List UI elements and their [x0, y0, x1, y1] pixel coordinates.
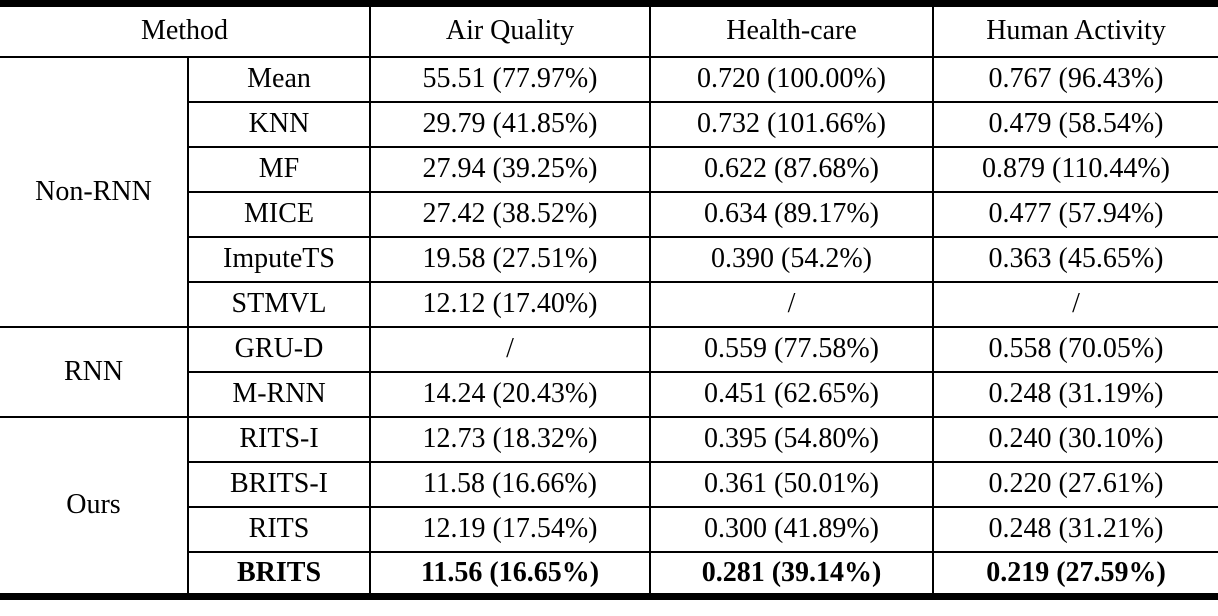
method-cell: Mean	[186, 55, 372, 102]
results-table: Method Air Quality Health-care Human Act…	[0, 0, 1218, 600]
human-activity-cell: /	[932, 280, 1218, 327]
health-care-cell: 0.451 (62.65%)	[649, 370, 934, 417]
human-activity-cell: 0.879 (110.44%)	[932, 145, 1218, 192]
air-quality-cell: 11.56 (16.65%)	[369, 550, 651, 597]
health-care-cell: 0.622 (87.68%)	[649, 145, 934, 192]
air-quality-cell: /	[369, 325, 651, 372]
air-quality-cell: 12.73 (18.32%)	[369, 415, 651, 462]
table-row-mice: MICE 27.42 (38.52%) 0.634 (89.17%) 0.477…	[0, 190, 1218, 237]
human-activity-cell: 0.767 (96.43%)	[932, 55, 1218, 102]
method-cell: BRITS	[186, 550, 372, 597]
human-activity-cell: 0.248 (31.21%)	[932, 505, 1218, 552]
human-activity-cell: 0.220 (27.61%)	[932, 460, 1218, 507]
table-row-brits-best: BRITS 11.56 (16.65%) 0.281 (39.14%) 0.21…	[0, 550, 1218, 597]
table-row-brits-i: BRITS-I 11.58 (16.66%) 0.361 (50.01%) 0.…	[0, 460, 1218, 507]
human-activity-cell: 0.240 (30.10%)	[932, 415, 1218, 462]
health-care-cell: 0.395 (54.80%)	[649, 415, 934, 462]
method-cell: MF	[186, 145, 372, 192]
health-care-cell: 0.300 (41.89%)	[649, 505, 934, 552]
method-cell: ImputeTS	[186, 235, 372, 282]
air-quality-cell: 12.19 (17.54%)	[369, 505, 651, 552]
column-header-health-care: Health-care	[649, 3, 934, 58]
method-cell: M-RNN	[186, 370, 372, 417]
health-care-cell: 0.732 (101.66%)	[649, 100, 934, 147]
method-cell: GRU-D	[186, 325, 372, 372]
health-care-cell: 0.720 (100.00%)	[649, 55, 934, 102]
air-quality-cell: 29.79 (41.85%)	[369, 100, 651, 147]
method-cell: RITS	[186, 505, 372, 552]
table-row-rits: RITS 12.19 (17.54%) 0.300 (41.89%) 0.248…	[0, 505, 1218, 552]
group-label-non-rnn: Non-RNN	[0, 55, 189, 327]
method-cell: BRITS-I	[186, 460, 372, 507]
column-header-human-activity: Human Activity	[932, 3, 1218, 58]
air-quality-cell: 55.51 (77.97%)	[369, 55, 651, 102]
air-quality-cell: 12.12 (17.40%)	[369, 280, 651, 327]
air-quality-cell: 14.24 (20.43%)	[369, 370, 651, 417]
table-row-rits-i: Ours RITS-I 12.73 (18.32%) 0.395 (54.80%…	[0, 415, 1218, 597]
table-row-knn: KNN 29.79 (41.85%) 0.732 (101.66%) 0.479…	[0, 100, 1218, 147]
column-header-air-quality: Air Quality	[369, 3, 651, 58]
method-cell: MICE	[186, 190, 372, 237]
table-row-imputets: ImputeTS 19.58 (27.51%) 0.390 (54.2%) 0.…	[0, 235, 1218, 282]
method-cell: RITS-I	[186, 415, 372, 462]
group-label-ours: Ours	[0, 415, 189, 597]
health-care-cell: 0.634 (89.17%)	[649, 190, 934, 237]
air-quality-cell: 19.58 (27.51%)	[369, 235, 651, 282]
table-row-gru-d: RNN GRU-D / 0.559 (77.58%) 0.558 (70.05%…	[0, 325, 1218, 417]
method-cell: STMVL	[186, 280, 372, 327]
air-quality-cell: 27.42 (38.52%)	[369, 190, 651, 237]
human-activity-cell: 0.248 (31.19%)	[932, 370, 1218, 417]
method-header: Method	[0, 3, 371, 58]
health-care-cell: 0.281 (39.14%)	[649, 550, 934, 597]
table-row-m-rnn: M-RNN 14.24 (20.43%) 0.451 (62.65%) 0.24…	[0, 370, 1218, 417]
health-care-cell: 0.559 (77.58%)	[649, 325, 934, 372]
human-activity-cell: 0.477 (57.94%)	[932, 190, 1218, 237]
human-activity-cell: 0.363 (45.65%)	[932, 235, 1218, 282]
human-activity-cell: 0.479 (58.54%)	[932, 100, 1218, 147]
air-quality-cell: 11.58 (16.66%)	[369, 460, 651, 507]
air-quality-cell: 27.94 (39.25%)	[369, 145, 651, 192]
table-row-mf: MF 27.94 (39.25%) 0.622 (87.68%) 0.879 (…	[0, 145, 1218, 192]
health-care-cell: 0.361 (50.01%)	[649, 460, 934, 507]
human-activity-cell: 0.558 (70.05%)	[932, 325, 1218, 372]
health-care-cell: /	[649, 280, 934, 327]
method-cell: KNN	[186, 100, 372, 147]
table-row-mean: Non-RNN Mean 55.51 (77.97%) 0.720 (100.0…	[0, 55, 1218, 327]
human-activity-cell: 0.219 (27.59%)	[932, 550, 1218, 597]
header-row: Method Air Quality Health-care Human Act…	[0, 3, 1218, 58]
table-row-stmvl: STMVL 12.12 (17.40%) / /	[0, 280, 1218, 327]
health-care-cell: 0.390 (54.2%)	[649, 235, 934, 282]
group-label-rnn: RNN	[0, 325, 189, 417]
